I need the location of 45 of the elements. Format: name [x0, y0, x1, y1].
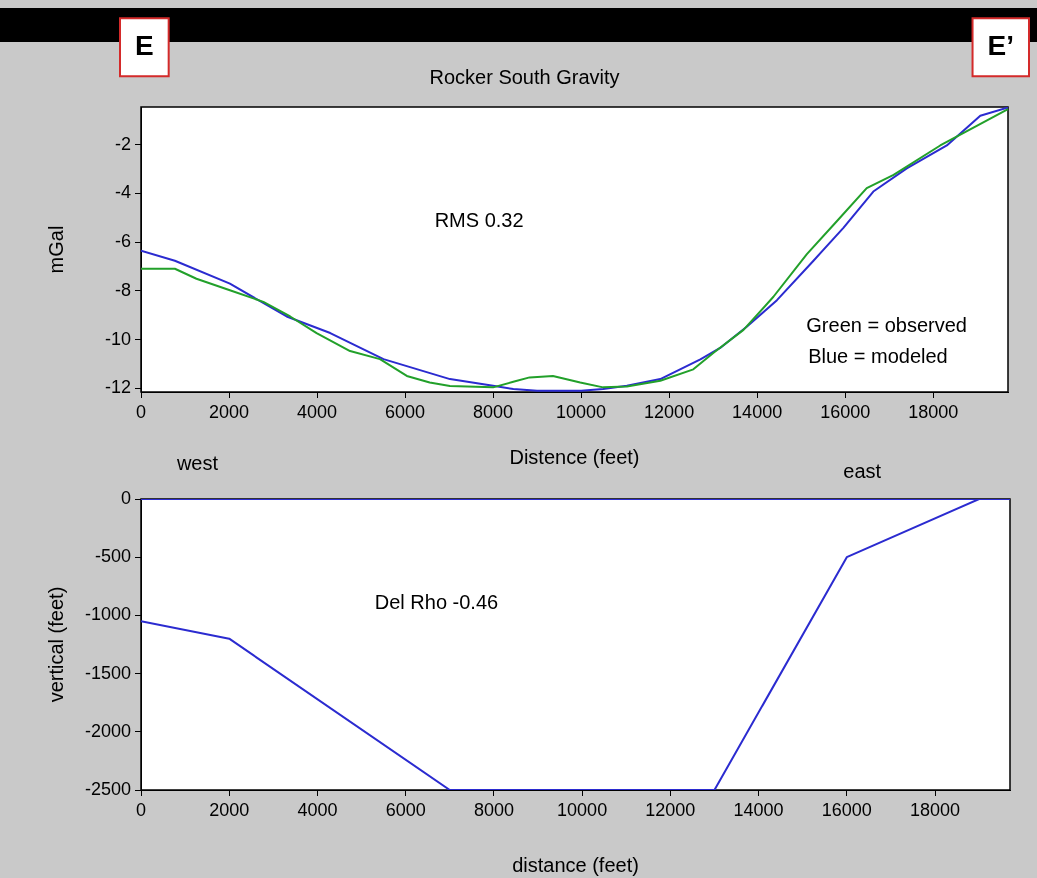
x-tick-label: 4000	[297, 401, 338, 422]
chart-title: Rocker South Gravity	[429, 65, 620, 88]
x-tick-label: 6000	[385, 401, 426, 422]
x-tick-label: 8000	[473, 401, 514, 422]
y-axis-title: vertical (feet)	[44, 586, 67, 703]
x-tick-label: 6000	[385, 799, 426, 820]
x-tick-label: 10000	[556, 401, 607, 422]
y-tick-label: -12	[104, 377, 131, 398]
y-tick-label: -500	[94, 546, 131, 567]
y-tick-label: -1500	[84, 662, 131, 683]
y-tick-label: -6	[114, 231, 131, 252]
x-tick-label: 18000	[909, 799, 961, 820]
text: E	[134, 29, 154, 61]
x-tick-label: 4000	[297, 799, 338, 820]
y-tick-label: -2	[114, 133, 131, 154]
y-tick-label: -2000	[84, 720, 131, 741]
y-tick-label: -2500	[84, 778, 131, 799]
y-axis-title: mGal	[44, 225, 67, 274]
x-axis-title: Distence (feet)	[509, 445, 640, 468]
x-tick-label: 2000	[209, 401, 250, 422]
x-tick-label: 12000	[645, 799, 696, 820]
y-tick-label: -4	[114, 182, 131, 203]
x-tick-label: 2000	[209, 799, 250, 820]
x-tick-label: 12000	[644, 401, 695, 422]
annotation: RMS 0.32	[434, 208, 524, 231]
x-tick-label: 18000	[908, 401, 959, 422]
x-axis-title: distance (feet)	[512, 853, 639, 876]
x-tick-label: 16000	[821, 799, 872, 820]
x-tick-label: 16000	[820, 401, 871, 422]
x-tick-label: 10000	[557, 799, 608, 820]
x-tick-label: 14000	[732, 401, 783, 422]
y-tick-label: -1000	[84, 604, 131, 625]
annotation: Del Rho -0.46	[374, 591, 499, 614]
x-tick-label: 14000	[733, 799, 784, 820]
annotation: Green = observed	[806, 313, 967, 336]
y-tick-label: -8	[114, 279, 131, 300]
text: west	[175, 451, 219, 474]
x-tick-label: 0	[135, 799, 147, 820]
text: east	[843, 460, 882, 483]
y-tick-label: -10	[104, 328, 131, 349]
x-tick-label: 0	[135, 401, 147, 422]
annotation: Blue = modeled	[808, 345, 948, 368]
x-tick-label: 8000	[473, 799, 514, 820]
text: E’	[987, 29, 1015, 61]
y-tick-label: 0	[120, 487, 131, 508]
